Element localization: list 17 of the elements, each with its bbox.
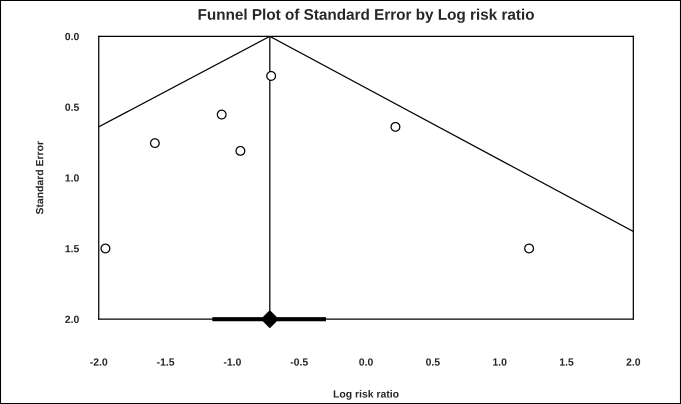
y-tick-label: 1.5 bbox=[65, 245, 80, 252]
x-tick-label: 0.0 bbox=[359, 358, 373, 366]
x-tick-label: 0.5 bbox=[426, 358, 440, 366]
x-axis-title: Log risk ratio bbox=[334, 390, 399, 400]
y-tick-label: 1.0 bbox=[65, 174, 79, 182]
chart-title: Funnel Plot of Standard Error by Log risk ratio bbox=[198, 8, 534, 23]
x-tick-label: -2.0 bbox=[90, 358, 108, 366]
x-tick-label: 2.0 bbox=[626, 358, 640, 366]
x-tick-label: -0.5 bbox=[290, 358, 308, 366]
x-tick-label: -1.0 bbox=[224, 358, 241, 366]
x-tick-label: 1.0 bbox=[493, 358, 506, 366]
y-axis-title: Standard Error bbox=[36, 141, 44, 214]
y-tick-label: 0.5 bbox=[65, 104, 80, 111]
y-tick-label: 0.0 bbox=[65, 32, 79, 40]
y-tick-label: 2.0 bbox=[65, 316, 79, 324]
x-tick-label: -1.5 bbox=[157, 358, 174, 366]
x-tick-label: 1.5 bbox=[560, 358, 574, 366]
